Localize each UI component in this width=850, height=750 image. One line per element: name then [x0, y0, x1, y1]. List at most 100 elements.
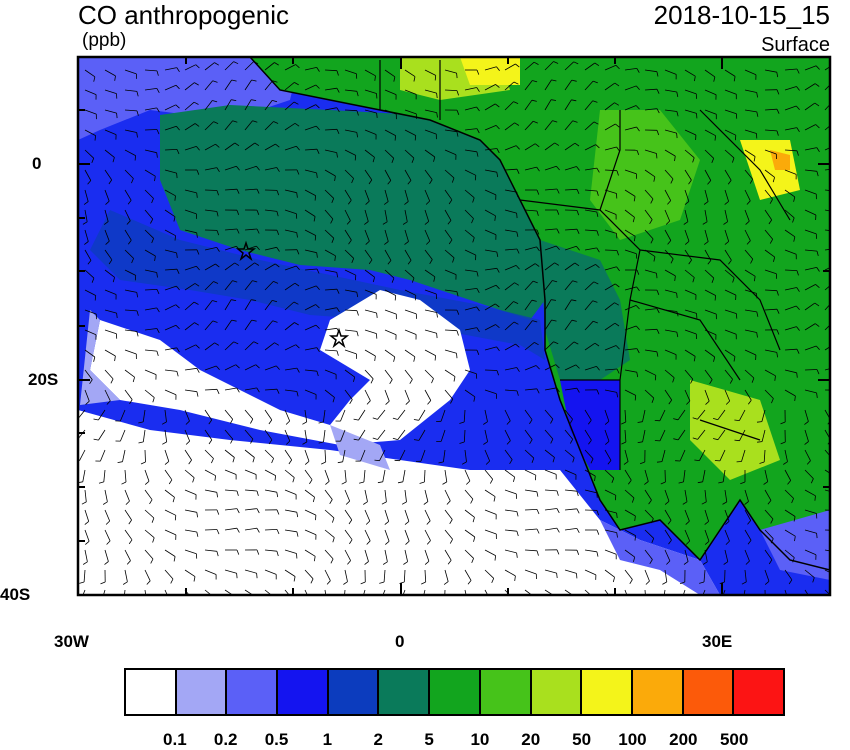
wind-barb-flag: [156, 107, 160, 113]
wind-barb-flag: [791, 498, 794, 504]
wind-barb: [84, 349, 96, 358]
wind-barb: [444, 209, 452, 221]
wind-barb: [524, 469, 536, 476]
wind-barb: [444, 69, 457, 74]
wind-barb: [784, 127, 797, 131]
wind-barb: [144, 469, 150, 482]
wind-barb: [423, 589, 426, 595]
wind-barb: [244, 280, 253, 291]
wind-barb: [124, 169, 134, 179]
wind-barb-flag: [456, 353, 458, 359]
wind-barb: [724, 229, 730, 242]
wind-barb: [164, 84, 177, 91]
wind-barb: [124, 129, 137, 133]
wind-barb: [604, 368, 618, 371]
wind-barb-flag: [79, 581, 85, 584]
wind-barb-flag: [174, 235, 176, 241]
wind-barb-flag: [313, 216, 316, 222]
wind-barb-flag: [776, 290, 779, 296]
wind-barb-flag: [196, 531, 199, 537]
wind-barb-flag: [672, 377, 675, 383]
wind-barb-flag: [83, 201, 89, 205]
wind-barb-flag: [795, 305, 800, 311]
wind-barb-flag: [105, 200, 110, 205]
wind-barb-flag: [796, 127, 800, 133]
wind-barb: [84, 109, 97, 115]
wind-barb-flag: [255, 364, 260, 369]
wind-barb: [724, 129, 736, 136]
wind-barb: [144, 589, 147, 595]
wind-barb: [204, 143, 216, 151]
wind-barb: [384, 109, 397, 115]
wind-barb: [764, 569, 770, 582]
wind-barb: [184, 322, 195, 331]
wind-barb: [524, 409, 533, 420]
wind-barb-flag: [347, 560, 351, 565]
wind-barb: [264, 300, 273, 311]
wind-barb: [364, 529, 371, 541]
wind-barb: [504, 429, 511, 441]
wind-barb: [604, 529, 617, 533]
wind-barb: [384, 89, 397, 95]
wind-barb-flag: [796, 68, 800, 74]
wind-barb-flag: [835, 575, 836, 580]
wind-barb: [384, 489, 387, 502]
wind-barb: [644, 489, 652, 501]
wind-barb-flag: [363, 501, 368, 505]
wind-barb-flag: [376, 312, 378, 318]
wind-barb-flag: [436, 333, 438, 339]
wind-barb: [264, 549, 277, 552]
wind-barb: [464, 149, 477, 153]
wind-barb: [244, 341, 254, 351]
wind-barb-flag: [434, 75, 437, 81]
wind-barb: [824, 267, 830, 271]
wind-barb-flag: [816, 392, 818, 398]
wind-barb: [84, 309, 97, 315]
wind-barb: [424, 169, 433, 180]
wind-barb-flag: [656, 351, 659, 357]
wind-barb-flag: [274, 475, 276, 481]
wind-barb-flag: [91, 277, 95, 283]
wind-barb: [424, 129, 437, 135]
wind-barb: [704, 369, 713, 380]
wind-barb: [164, 589, 168, 595]
wind-barb-flag: [256, 549, 260, 555]
wind-barb-flag: [745, 220, 750, 225]
wind-barb-flag: [356, 292, 359, 298]
wind-barb: [504, 489, 517, 495]
wind-barb-flag: [451, 177, 455, 183]
wind-barb-flag: [718, 481, 724, 484]
wind-barb: [683, 469, 686, 482]
wind-barb: [484, 148, 497, 151]
wind-barb: [724, 509, 730, 522]
wind-barb: [364, 289, 377, 295]
wind-barb-flag: [745, 560, 750, 565]
wind-barb: [144, 269, 157, 273]
wind-barb: [544, 120, 553, 131]
colorbar-cell: [683, 670, 735, 714]
wind-barb: [144, 129, 158, 131]
wind-barb: [697, 409, 706, 420]
wind-barb: [360, 449, 366, 462]
wind-barb: [784, 86, 797, 91]
colorbar-label: 10: [470, 730, 490, 749]
wind-barb: [142, 409, 146, 422]
wind-barb-flag: [780, 441, 786, 445]
wind-barb-flag: [402, 221, 408, 225]
wind-barb: [284, 409, 291, 422]
wind-barb: [484, 529, 497, 535]
wind-barb: [144, 389, 155, 398]
wind-barb-flag: [405, 400, 410, 405]
wind-barb: [524, 320, 533, 331]
wind-barb-flag: [236, 528, 240, 533]
wind-barb: [120, 429, 126, 442]
wind-barb-flag: [351, 178, 354, 184]
wind-barb: [464, 369, 477, 375]
wind-barb: [244, 120, 253, 131]
wind-barb-flag: [595, 264, 600, 269]
wind-barb-flag: [476, 106, 480, 112]
wind-barb-flag: [595, 144, 600, 149]
wind-barb: [804, 169, 817, 172]
wind-barb: [724, 309, 737, 314]
wind-barb: [761, 429, 766, 442]
